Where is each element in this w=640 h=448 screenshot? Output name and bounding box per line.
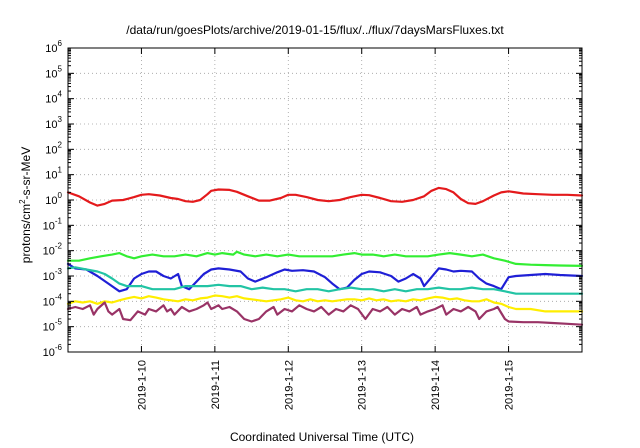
grid-lines (68, 48, 582, 352)
series-line-3 (66, 262, 584, 293)
y-axis-label: protons/cm2-s-sr-MeV (18, 147, 33, 263)
y-tick-label: 100 (45, 191, 62, 207)
x-tick-label: 2019-1-10 (136, 360, 148, 410)
y-tick-label: 10-2 (43, 242, 63, 258)
series-line-2 (66, 250, 584, 267)
y-tick-label: 106 (45, 39, 62, 55)
y-tick-label: 102 (45, 140, 62, 156)
series-layer (66, 186, 584, 326)
y-tick-label: 10-4 (43, 292, 63, 308)
y-tick-label: 103 (45, 115, 62, 131)
x-tick-label: 2019-1-15 (504, 360, 516, 410)
x-tick-labels: 2019-1-10 2019-1-11 2019-1-12 2019-1-13 2019… (136, 360, 515, 410)
series-line-4 (66, 266, 584, 295)
y-tick-label: 10-5 (43, 318, 63, 334)
x-tick-label: 2019-1-12 (283, 360, 295, 410)
series-line-6 (66, 301, 584, 326)
series-line-5 (66, 294, 584, 313)
axis-ticks (68, 47, 582, 353)
y-tick-label: 10-1 (43, 216, 63, 232)
y-tick-labels: 10-6 10-5 10-4 10-3 10-2 10-1 100 101 102 103 104 1… (43, 39, 63, 359)
x-tick-label: 2019-1-14 (430, 360, 442, 410)
x-axis-label: Coordinated Universal Time (UTC) (230, 430, 414, 444)
y-tick-label: 104 (45, 90, 62, 106)
x-tick-label: 2019-1-13 (357, 360, 369, 410)
chart-title: /data/run/goesPlots/archive/2019-01-15/f… (126, 23, 504, 37)
series-line-1 (66, 186, 584, 207)
y-tick-label: 10-6 (43, 343, 63, 359)
x-tick-label: 2019-1-11 (210, 360, 222, 409)
y-tick-label: 101 (45, 166, 62, 182)
y-tick-label: 105 (45, 64, 62, 80)
y-tick-label: 10-3 (43, 267, 63, 283)
